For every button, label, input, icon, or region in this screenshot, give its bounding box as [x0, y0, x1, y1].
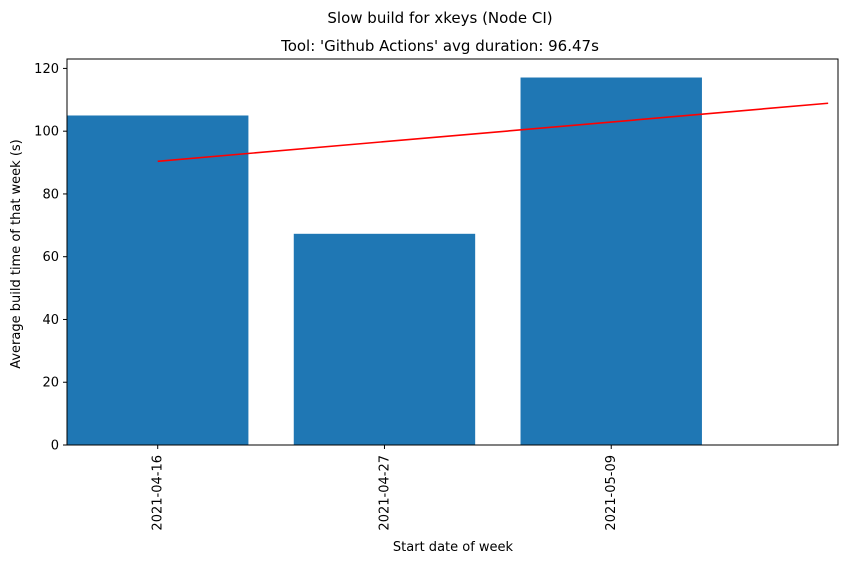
y-tick-label-60: 60 — [42, 250, 59, 265]
y-tick-label-80: 80 — [42, 187, 59, 202]
chart-suptitle: Slow build for xkeys (Node CI) — [327, 9, 552, 27]
y-tick-label-120: 120 — [34, 62, 59, 77]
x-axis-label: Start date of week — [393, 540, 514, 555]
x-tick-label-2021-04-16: 2021-04-16 — [151, 455, 166, 531]
chart-title: Tool: 'Github Actions' avg duration: 96.… — [280, 37, 599, 55]
y-tick-label-0: 0 — [51, 439, 59, 454]
plot-area: 0 20 40 60 80 100 120 2021-04-16 2021-04-27 2021-… — [34, 58, 839, 531]
y-tick-label-20: 20 — [42, 376, 59, 391]
y-tick-label-100: 100 — [34, 125, 59, 140]
y-axis-label: Average build time of that week (s) — [9, 139, 24, 369]
bar-2021-04-16 — [67, 115, 249, 446]
x-tick-label-2021-05-09: 2021-05-09 — [604, 455, 619, 531]
bar-2021-05-09 — [520, 77, 702, 446]
trend-line — [157, 102, 829, 163]
plot-frame — [66, 58, 839, 446]
bar-2021-04-27 — [293, 233, 476, 445]
y-tick-label-40: 40 — [42, 313, 59, 328]
x-tick-label-2021-04-27: 2021-04-27 — [377, 455, 392, 531]
